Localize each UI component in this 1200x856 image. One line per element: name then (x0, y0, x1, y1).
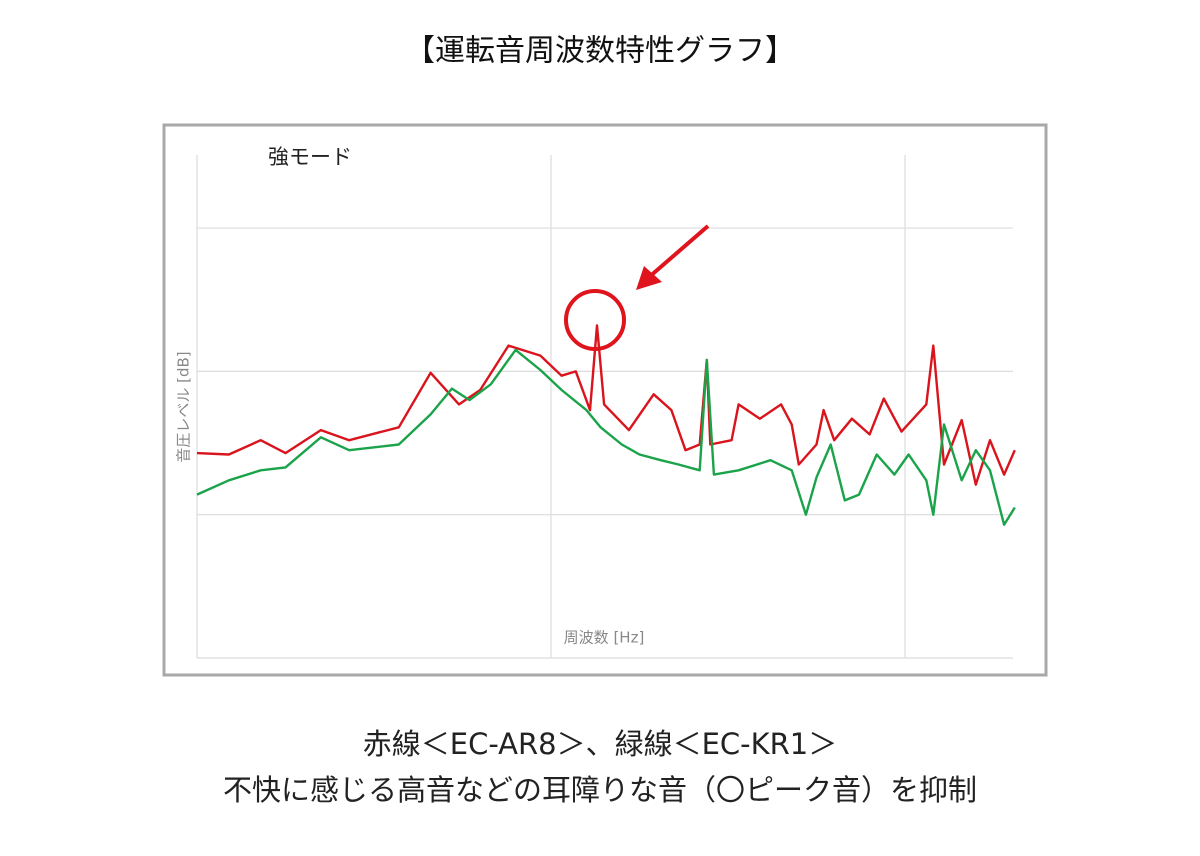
arrow-shaft (646, 224, 710, 280)
caption-line: 赤線＜EC-AR8＞、緑線＜EC-KR1＞ (363, 727, 838, 761)
y-axis-label: 音圧レベル [dB] (175, 351, 193, 462)
arrow-head (636, 266, 662, 290)
grid (196, 155, 1013, 659)
x-axis-label: 周波数 [Hz] (564, 629, 645, 647)
peak-circle (564, 289, 626, 351)
series-line (196, 348, 1016, 526)
caption-line: 不快に感じる高音などの耳障りな音（〇ピーク音）を抑制 (223, 773, 977, 807)
chart-title: 【運転音周波数特性グラフ】 (405, 34, 795, 69)
chart-frame (162, 123, 1048, 677)
plot-lines (196, 324, 1016, 526)
mode-annotation: 強モード (268, 145, 352, 169)
